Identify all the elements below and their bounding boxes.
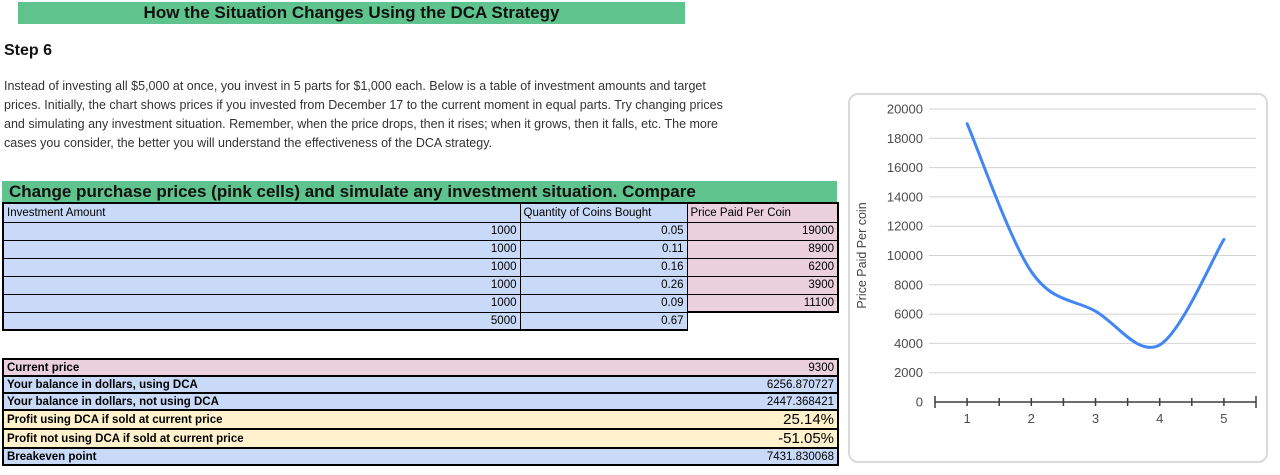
summary-value: -51.05%	[563, 428, 839, 449]
price-paid-cell[interactable]: 6200	[686, 257, 839, 277]
svg-text:3: 3	[1092, 411, 1099, 426]
summary-label: Profit using DCA if sold at current pric…	[2, 409, 563, 430]
svg-text:4000: 4000	[894, 336, 923, 351]
svg-text:8000: 8000	[894, 277, 923, 292]
table-row: 1000 0.11 8900	[2, 239, 839, 259]
quantity-cell: 0.09	[519, 293, 688, 313]
step-heading: Step 6	[4, 42, 53, 59]
quantity-cell: 0.11	[519, 239, 688, 259]
summary-row: Your balance in dollars, not using DCA 24…	[2, 392, 839, 411]
summary-table-body: Current price 9300 Your balance in dollars…	[2, 358, 839, 466]
table-row: 1000 0.05 19000	[2, 221, 839, 241]
summary-row: Profit not using DCA if sold at current …	[2, 428, 839, 449]
description-line: Instead of investing all $5,000 at once,…	[4, 79, 706, 93]
summary-value: 6256.870727	[563, 375, 839, 394]
description-line: prices. Initially, the chart shows price…	[4, 98, 723, 112]
column-header-price-paid: Price Paid Per Coin	[686, 202, 839, 223]
summary-row: Profit using DCA if sold at current pric…	[2, 409, 839, 430]
svg-text:10000: 10000	[887, 248, 923, 263]
title-banner: How the Situation Changes Using the DCA …	[18, 2, 685, 24]
svg-text:2000: 2000	[894, 365, 923, 380]
totals-row: 5000 0.67	[2, 311, 838, 331]
price-paid-cell[interactable]: 3900	[686, 275, 839, 295]
svg-text:5: 5	[1220, 411, 1227, 426]
quantity-cell: 0.16	[519, 257, 688, 277]
svg-text:6000: 6000	[894, 307, 923, 322]
investment-table-body: 1000 0.05 19000 1000 0.11 8900 1000 0.16 6200 100…	[2, 221, 839, 331]
table-row: 1000 0.16 6200	[2, 257, 839, 277]
quantity-cell: 0.26	[519, 275, 688, 295]
price-paid-cell[interactable]: 11100	[686, 293, 839, 313]
investment-amount-cell[interactable]: 1000	[2, 275, 521, 295]
investment-amount-cell[interactable]: 1000	[2, 239, 521, 259]
investment-amount-cell[interactable]: 1000	[2, 257, 521, 277]
summary-row: Breakeven point 7431.830068	[2, 447, 839, 466]
summary-label: Profit not using DCA if sold at current …	[2, 428, 563, 449]
price-paid-cell[interactable]: 19000	[686, 221, 839, 241]
svg-text:4: 4	[1156, 411, 1163, 426]
description-text: Instead of investing all $5,000 at once,…	[4, 77, 844, 153]
investment-table-header-row: Investment Amount Quantity of Coins Boug…	[2, 202, 839, 223]
svg-text:2: 2	[1028, 411, 1035, 426]
description-line: and simulating any investment situation.…	[4, 117, 719, 131]
investment-amount-cell[interactable]: 1000	[2, 221, 521, 241]
svg-text:18000: 18000	[887, 131, 923, 146]
summary-value: 25.14%	[563, 409, 839, 430]
summary-value: 9300	[563, 358, 839, 377]
summary-label: Current price	[2, 358, 563, 377]
svg-text:12000: 12000	[887, 219, 923, 234]
price-line-series	[965, 122, 1226, 349]
summary-table: Current price 9300 Your balance in dollars…	[2, 358, 839, 466]
svg-text:1: 1	[963, 411, 970, 426]
price-chart-canvas: 0 2000 4000 6000 8000 10000 12000 14000 16000 180…	[855, 102, 1257, 426]
price-chart: 0 2000 4000 6000 8000 10000 12000 14000 16000 180…	[848, 93, 1268, 463]
column-header-quantity: Quantity of Coins Bought	[519, 202, 688, 223]
svg-text:16000: 16000	[887, 160, 923, 175]
svg-text:0: 0	[916, 395, 923, 410]
summary-value: 7431.830068	[563, 447, 839, 466]
price-paid-cell[interactable]: 8900	[686, 239, 839, 259]
total-investment-cell: 5000	[2, 311, 521, 331]
investment-amount-cell[interactable]: 1000	[2, 293, 521, 313]
table-row: 1000 0.09 11100	[2, 293, 839, 313]
instruction-banner: Change purchase prices (pink cells) and …	[2, 181, 837, 202]
table-row: 1000 0.26 3900	[2, 275, 839, 295]
investment-table: Investment Amount Quantity of Coins Boug…	[2, 202, 839, 331]
summary-row: Current price 9300	[2, 358, 839, 377]
summary-row: Your balance in dollars, using DCA 6256.8…	[2, 375, 839, 394]
svg-text:14000: 14000	[887, 189, 923, 204]
svg-text:Price Paid Per coin: Price Paid Per coin	[855, 202, 869, 308]
svg-text:20000: 20000	[887, 102, 923, 117]
column-header-investment-amount: Investment Amount	[2, 202, 521, 223]
quantity-cell: 0.05	[519, 221, 688, 241]
description-line: cases you consider, the better you will …	[4, 136, 493, 150]
summary-label: Your balance in dollars, using DCA	[2, 375, 563, 394]
summary-value: 2447.368421	[563, 392, 839, 411]
empty-cell	[687, 312, 838, 330]
summary-label: Your balance in dollars, not using DCA	[2, 392, 563, 411]
summary-label: Breakeven point	[2, 447, 563, 466]
total-quantity-cell: 0.67	[519, 311, 688, 331]
